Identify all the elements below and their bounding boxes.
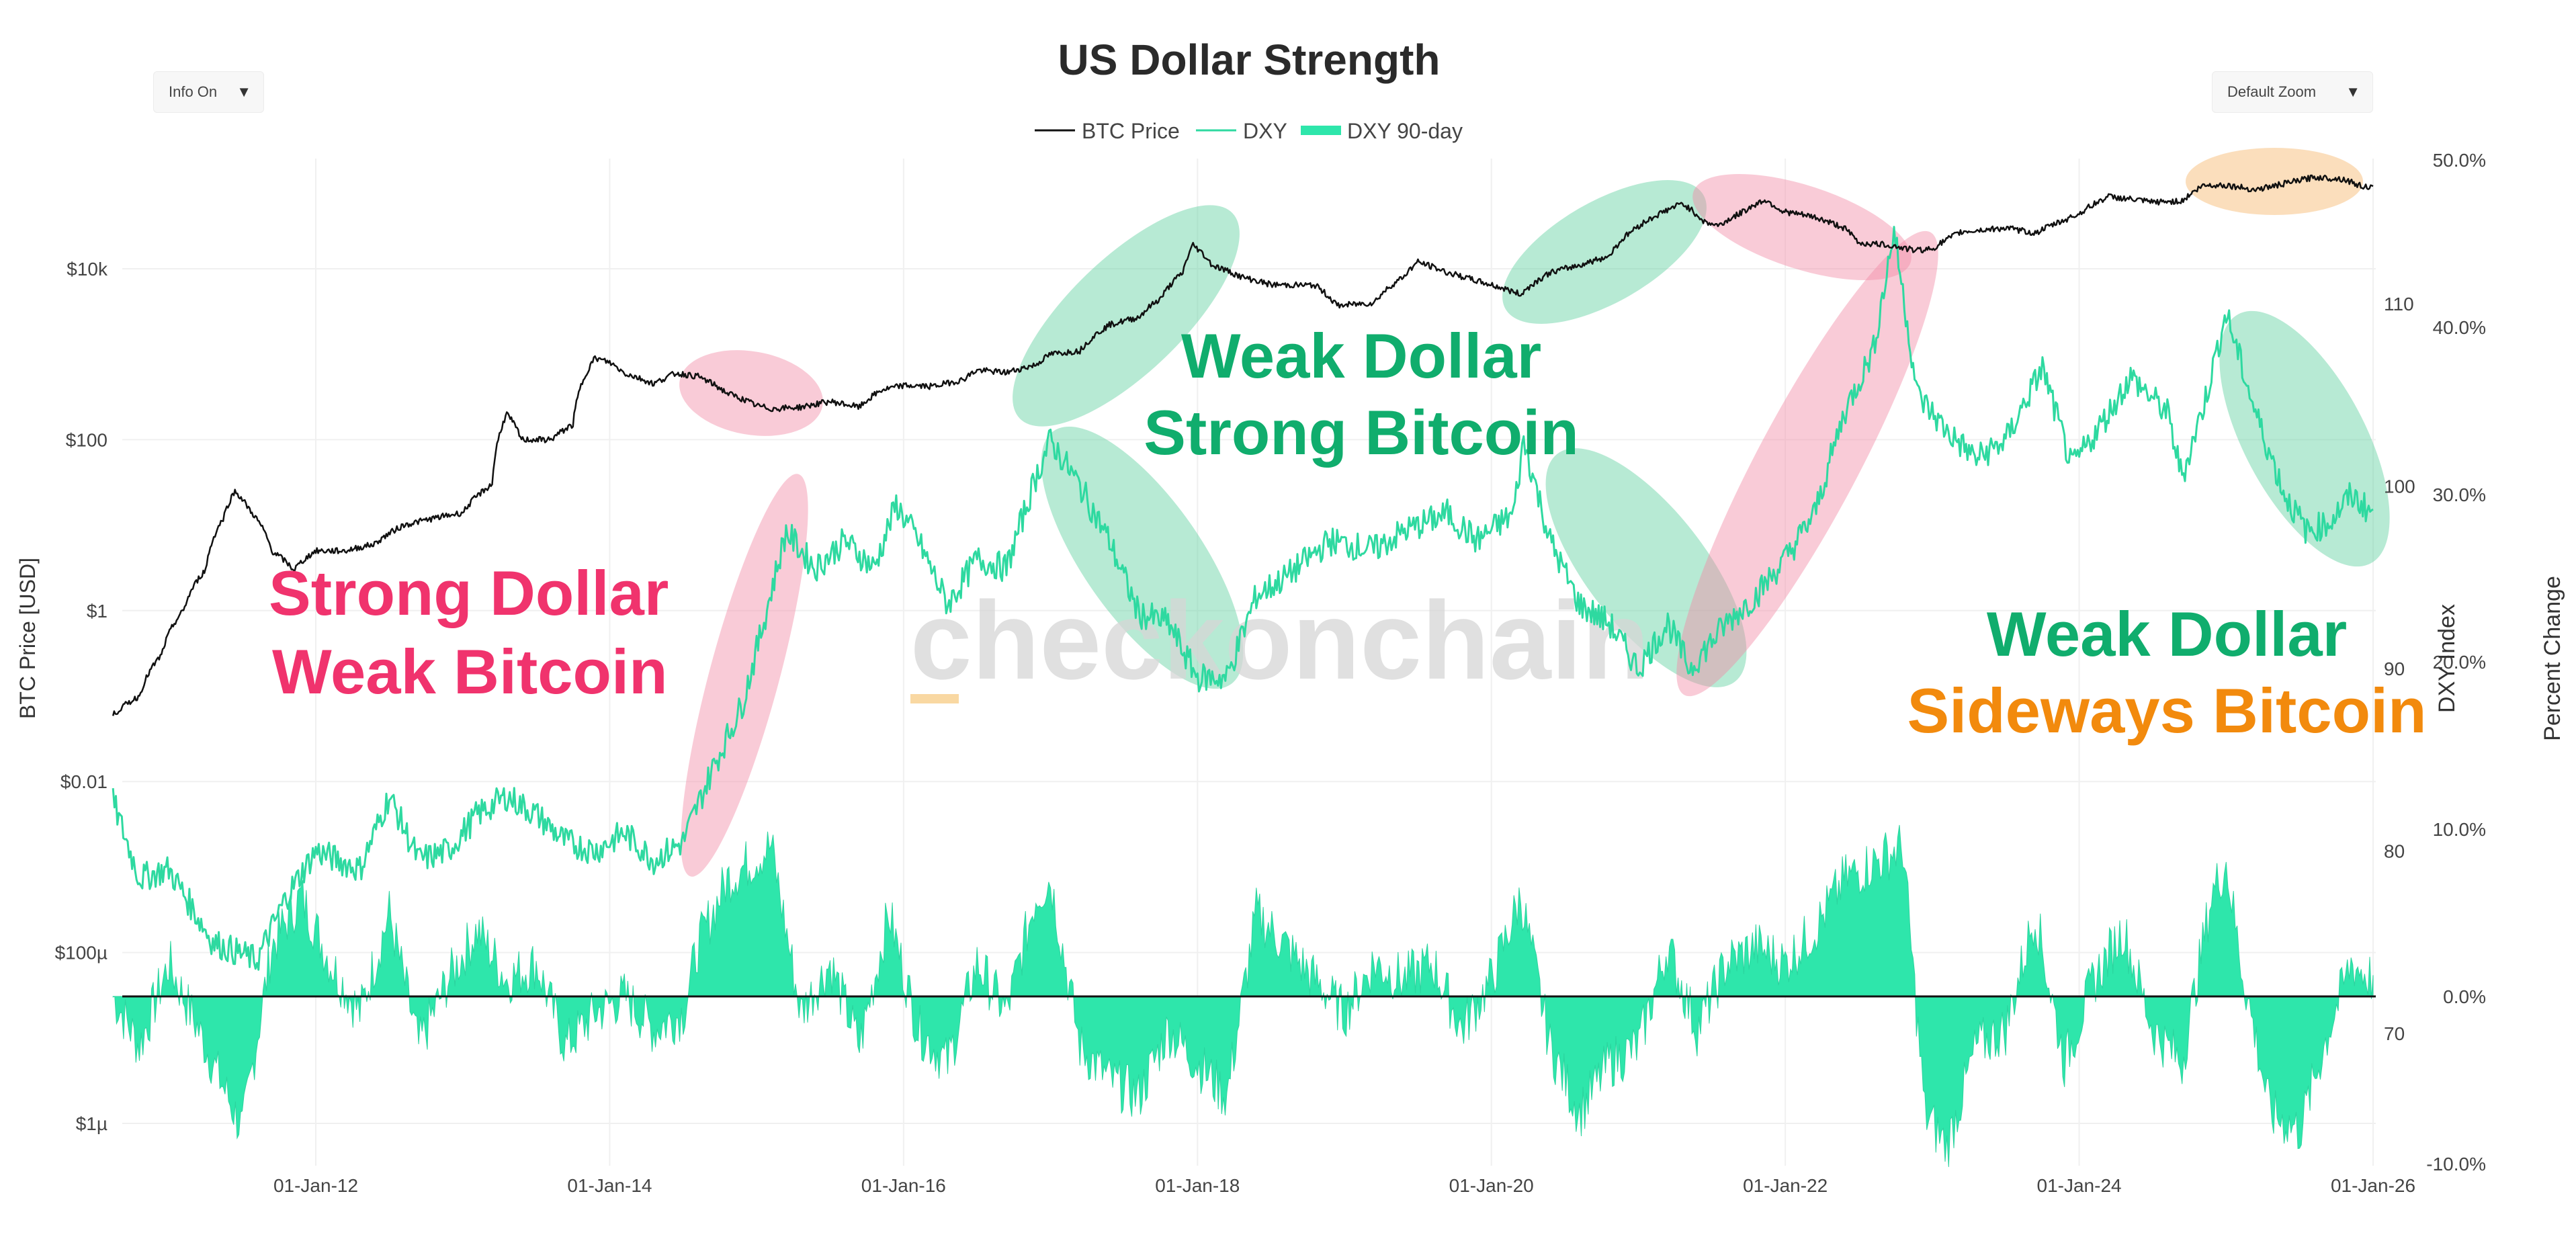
y-axis-left-label: BTC Price [USD] bbox=[15, 558, 40, 719]
highlight-ellipse-green bbox=[1545, 448, 1747, 687]
chevron-down-icon: ▼ bbox=[2346, 83, 2360, 100]
y-pct-tick-label: 0.0% bbox=[2443, 986, 2486, 1007]
x-tick-label: 01-Jan-20 bbox=[1449, 1175, 1534, 1196]
y-left-tick-label: $100 bbox=[66, 429, 108, 450]
highlight-ellipse-green bbox=[2219, 310, 2390, 567]
axes: 01-Jan-12 01-Jan-14 01-Jan-16 01-Jan-18 01-J… bbox=[55, 150, 2486, 1196]
anno-sideways-bitcoin-line2: Sideways Bitcoin bbox=[1907, 675, 2426, 746]
x-tick-label: 01-Jan-22 bbox=[1743, 1175, 1828, 1196]
x-tick-label: 01-Jan-26 bbox=[2331, 1175, 2415, 1196]
x-tick-label: 01-Jan-16 bbox=[861, 1175, 946, 1196]
watermark-prefix-mark bbox=[910, 694, 959, 703]
highlight-ellipse-red bbox=[1692, 174, 1912, 280]
y-axis-pct-label: Percent Change bbox=[2540, 576, 2565, 741]
y-pct-tick-label: -10.0% bbox=[2426, 1154, 2486, 1174]
highlight-ellipse-green bbox=[1041, 426, 1244, 689]
watermark: checkonchain bbox=[910, 578, 1649, 703]
x-tick-label: 01-Jan-14 bbox=[567, 1175, 652, 1196]
dxy-line bbox=[112, 226, 2374, 971]
highlight-ellipse-orange bbox=[2186, 148, 2363, 215]
y-left-tick-label: $10k bbox=[67, 259, 108, 280]
anno-weak-dollar-2-line1: Weak Dollar bbox=[1987, 599, 2347, 669]
y-pct-tick-label: 50.0% bbox=[2433, 150, 2486, 171]
highlight-ellipse-green bbox=[1013, 205, 1240, 427]
highlight-ellipse-red bbox=[1676, 230, 1938, 697]
legend-dxy90-swatch bbox=[1301, 126, 1341, 135]
watermark-text: checkonchain bbox=[910, 578, 1649, 702]
y-left-tick-label: $1 bbox=[87, 601, 108, 622]
x-tick-label: 01-Jan-18 bbox=[1155, 1175, 1240, 1196]
chart-title: US Dollar Strength bbox=[1058, 36, 1441, 84]
y-pct-tick-label: 20.0% bbox=[2433, 652, 2486, 673]
anno-weak-dollar-line1: Weak Dollar bbox=[1181, 320, 1541, 391]
info-toggle-button[interactable]: Info On ▼ bbox=[153, 71, 264, 113]
y-left-tick-label: $100µ bbox=[55, 943, 108, 963]
y-pct-tick-label: 30.0% bbox=[2433, 484, 2486, 505]
legend-btc-label[interactable]: BTC Price bbox=[1082, 119, 1180, 143]
y-dxy-tick-label: 100 bbox=[2384, 476, 2415, 497]
legend[interactable]: BTC Price DXY DXY 90-day bbox=[1035, 119, 1463, 143]
y-pct-tick-label: 10.0% bbox=[2433, 819, 2486, 840]
highlight-ellipse-red bbox=[681, 474, 808, 877]
y-dxy-tick-label: 80 bbox=[2384, 841, 2405, 862]
anno-strong-bitcoin-line2: Strong Bitcoin bbox=[1144, 397, 1579, 468]
annotations: Strong Dollar Weak Bitcoin Weak Dollar S… bbox=[269, 320, 2427, 746]
legend-dxy-label[interactable]: DXY bbox=[1243, 119, 1287, 143]
y-axis-dxy-label: DXY Index bbox=[2434, 604, 2460, 713]
y-pct-tick-label: 40.0% bbox=[2433, 317, 2486, 338]
btc-price-line bbox=[112, 174, 2374, 716]
chevron-down-icon: ▼ bbox=[237, 83, 251, 100]
x-tick-label: 01-Jan-24 bbox=[2037, 1175, 2122, 1196]
highlight-ellipse-red bbox=[679, 350, 823, 436]
x-tick-label: 01-Jan-12 bbox=[273, 1175, 358, 1196]
anno-weak-bitcoin-line2: Weak Bitcoin bbox=[272, 636, 668, 707]
zoom-select[interactable]: Default Zoom ▼ bbox=[2212, 71, 2373, 113]
dxy-90day-area bbox=[112, 824, 2376, 1167]
y-dxy-tick-label: 110 bbox=[2384, 294, 2414, 314]
y-left-tick-label: $1µ bbox=[76, 1113, 108, 1134]
info-toggle-label: Info On bbox=[169, 83, 218, 100]
highlight-ellipses bbox=[679, 148, 2390, 877]
y-dxy-tick-label: 90 bbox=[2384, 658, 2405, 679]
zoom-select-label: Default Zoom bbox=[2227, 83, 2317, 100]
y-dxy-tick-label: 70 bbox=[2384, 1023, 2405, 1044]
series-lines bbox=[112, 174, 2374, 971]
y-left-tick-label: $0.01 bbox=[60, 771, 108, 792]
legend-dxy90-label[interactable]: DXY 90-day bbox=[1347, 119, 1463, 143]
anno-strong-dollar-line1: Strong Dollar bbox=[269, 558, 669, 628]
